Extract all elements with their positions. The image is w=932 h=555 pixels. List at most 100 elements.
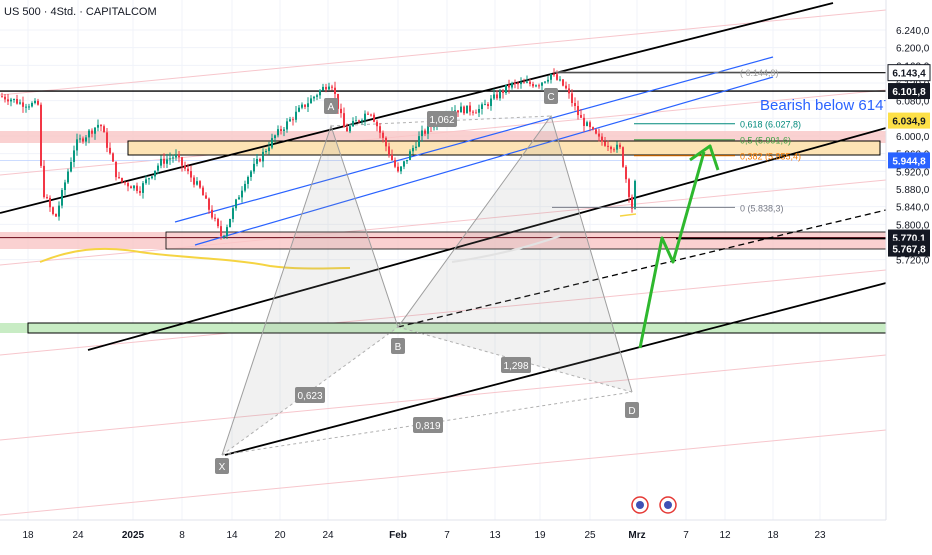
candle-body [421, 130, 423, 137]
x-tick-label: Mrz [628, 530, 645, 541]
candle-body [73, 150, 75, 162]
channel-upper [0, 2, 834, 214]
x-tick-label: 20 [274, 530, 286, 541]
x-tick-label: 8 [179, 530, 185, 541]
pattern-point-badge [324, 98, 338, 114]
candle-body [406, 159, 408, 162]
candle-body [256, 158, 258, 164]
candle-body [358, 120, 360, 122]
candle-body [70, 161, 72, 172]
candle-body [394, 160, 396, 167]
flag-icon [664, 501, 672, 509]
candle-body [481, 104, 483, 109]
candle-body [550, 74, 552, 80]
candle-body [343, 113, 345, 128]
candle-body [388, 146, 390, 155]
candle-body [25, 106, 27, 108]
candle-body [280, 129, 282, 131]
candle-body [205, 195, 207, 199]
y-tick-label: 6.200,0 [896, 44, 930, 55]
candle-body [547, 79, 549, 82]
pink-channel-line [0, 429, 887, 516]
candle-body [79, 138, 81, 140]
candle-body [100, 124, 102, 127]
price-label-badge [888, 240, 930, 257]
candle-body [295, 111, 297, 120]
moving-average-2 [451, 235, 561, 263]
candle-body [238, 197, 240, 200]
candle-body [244, 183, 246, 191]
x-tick-label: 19 [534, 530, 546, 541]
candle-body [226, 227, 228, 236]
candle-body [97, 124, 99, 128]
candle-body [625, 166, 627, 180]
y-tick-label: 5.800,0 [896, 220, 930, 231]
x-tick-label: Feb [389, 530, 407, 541]
candle-body [586, 122, 588, 126]
projection-arrowhead [689, 144, 720, 171]
candle-body [208, 198, 210, 210]
candle-body [553, 74, 555, 76]
candle-body [340, 108, 342, 114]
candle-body [241, 190, 243, 198]
price-label: 6.143,4 [892, 69, 926, 80]
candle-body [139, 190, 141, 193]
candle-body [367, 113, 369, 115]
candle-body [412, 147, 414, 152]
pattern-point-badge [625, 402, 639, 418]
candle-body [157, 165, 159, 171]
candle-body [169, 158, 171, 160]
price-label: 5.770,1 [892, 234, 926, 245]
candle-body [424, 130, 426, 134]
candle-body [19, 102, 21, 104]
pattern-ratio-label: 1,298 [503, 361, 528, 372]
candle-body [292, 119, 294, 121]
x-tick-label: 24 [72, 530, 84, 541]
candle-body [346, 127, 348, 132]
pattern-point-label: C [547, 92, 554, 103]
candle-body [145, 179, 147, 184]
candle-body [271, 138, 273, 148]
pattern-point-badge [391, 338, 405, 354]
pattern-ratio-label: 0,819 [415, 421, 440, 432]
candle-body [505, 84, 507, 93]
candle-body [379, 126, 381, 133]
pattern-bcd [398, 116, 632, 392]
candle-body [220, 226, 222, 237]
candle-body [67, 171, 69, 183]
candle-body [175, 154, 177, 158]
y-tick-label: 6.000,0 [896, 132, 930, 143]
fork-line [174, 56, 774, 223]
candle-body [4, 96, 6, 100]
candle-body [262, 151, 264, 162]
price-label-badge [888, 152, 930, 169]
candle-body [130, 186, 132, 189]
candle-body [418, 136, 420, 147]
candle-body [415, 146, 417, 148]
candle-body [466, 105, 468, 114]
candle-body [352, 120, 354, 127]
candle-body [409, 151, 411, 160]
candle-body [601, 136, 603, 142]
candle-body [148, 178, 150, 180]
candle-body [136, 185, 138, 191]
candle-body [361, 120, 363, 122]
candle-body [199, 181, 201, 188]
fib-label: 0,5 (5.991,6) [740, 136, 791, 146]
candle-body [460, 106, 462, 113]
candle-body [274, 135, 276, 139]
candle-body [511, 82, 513, 88]
candle-body [583, 117, 585, 126]
candle-body [400, 166, 402, 172]
candle-body [277, 129, 279, 136]
x-tick-label: 14 [226, 530, 238, 541]
candle-body [286, 121, 288, 130]
price-label: 6.101,8 [892, 87, 926, 98]
pattern-xab [222, 126, 398, 455]
channel-lower [224, 282, 887, 456]
candle-body [22, 102, 24, 107]
x-tick-label: 2025 [122, 530, 145, 541]
fib-label: 0,618 (6.027,8) [740, 120, 801, 130]
